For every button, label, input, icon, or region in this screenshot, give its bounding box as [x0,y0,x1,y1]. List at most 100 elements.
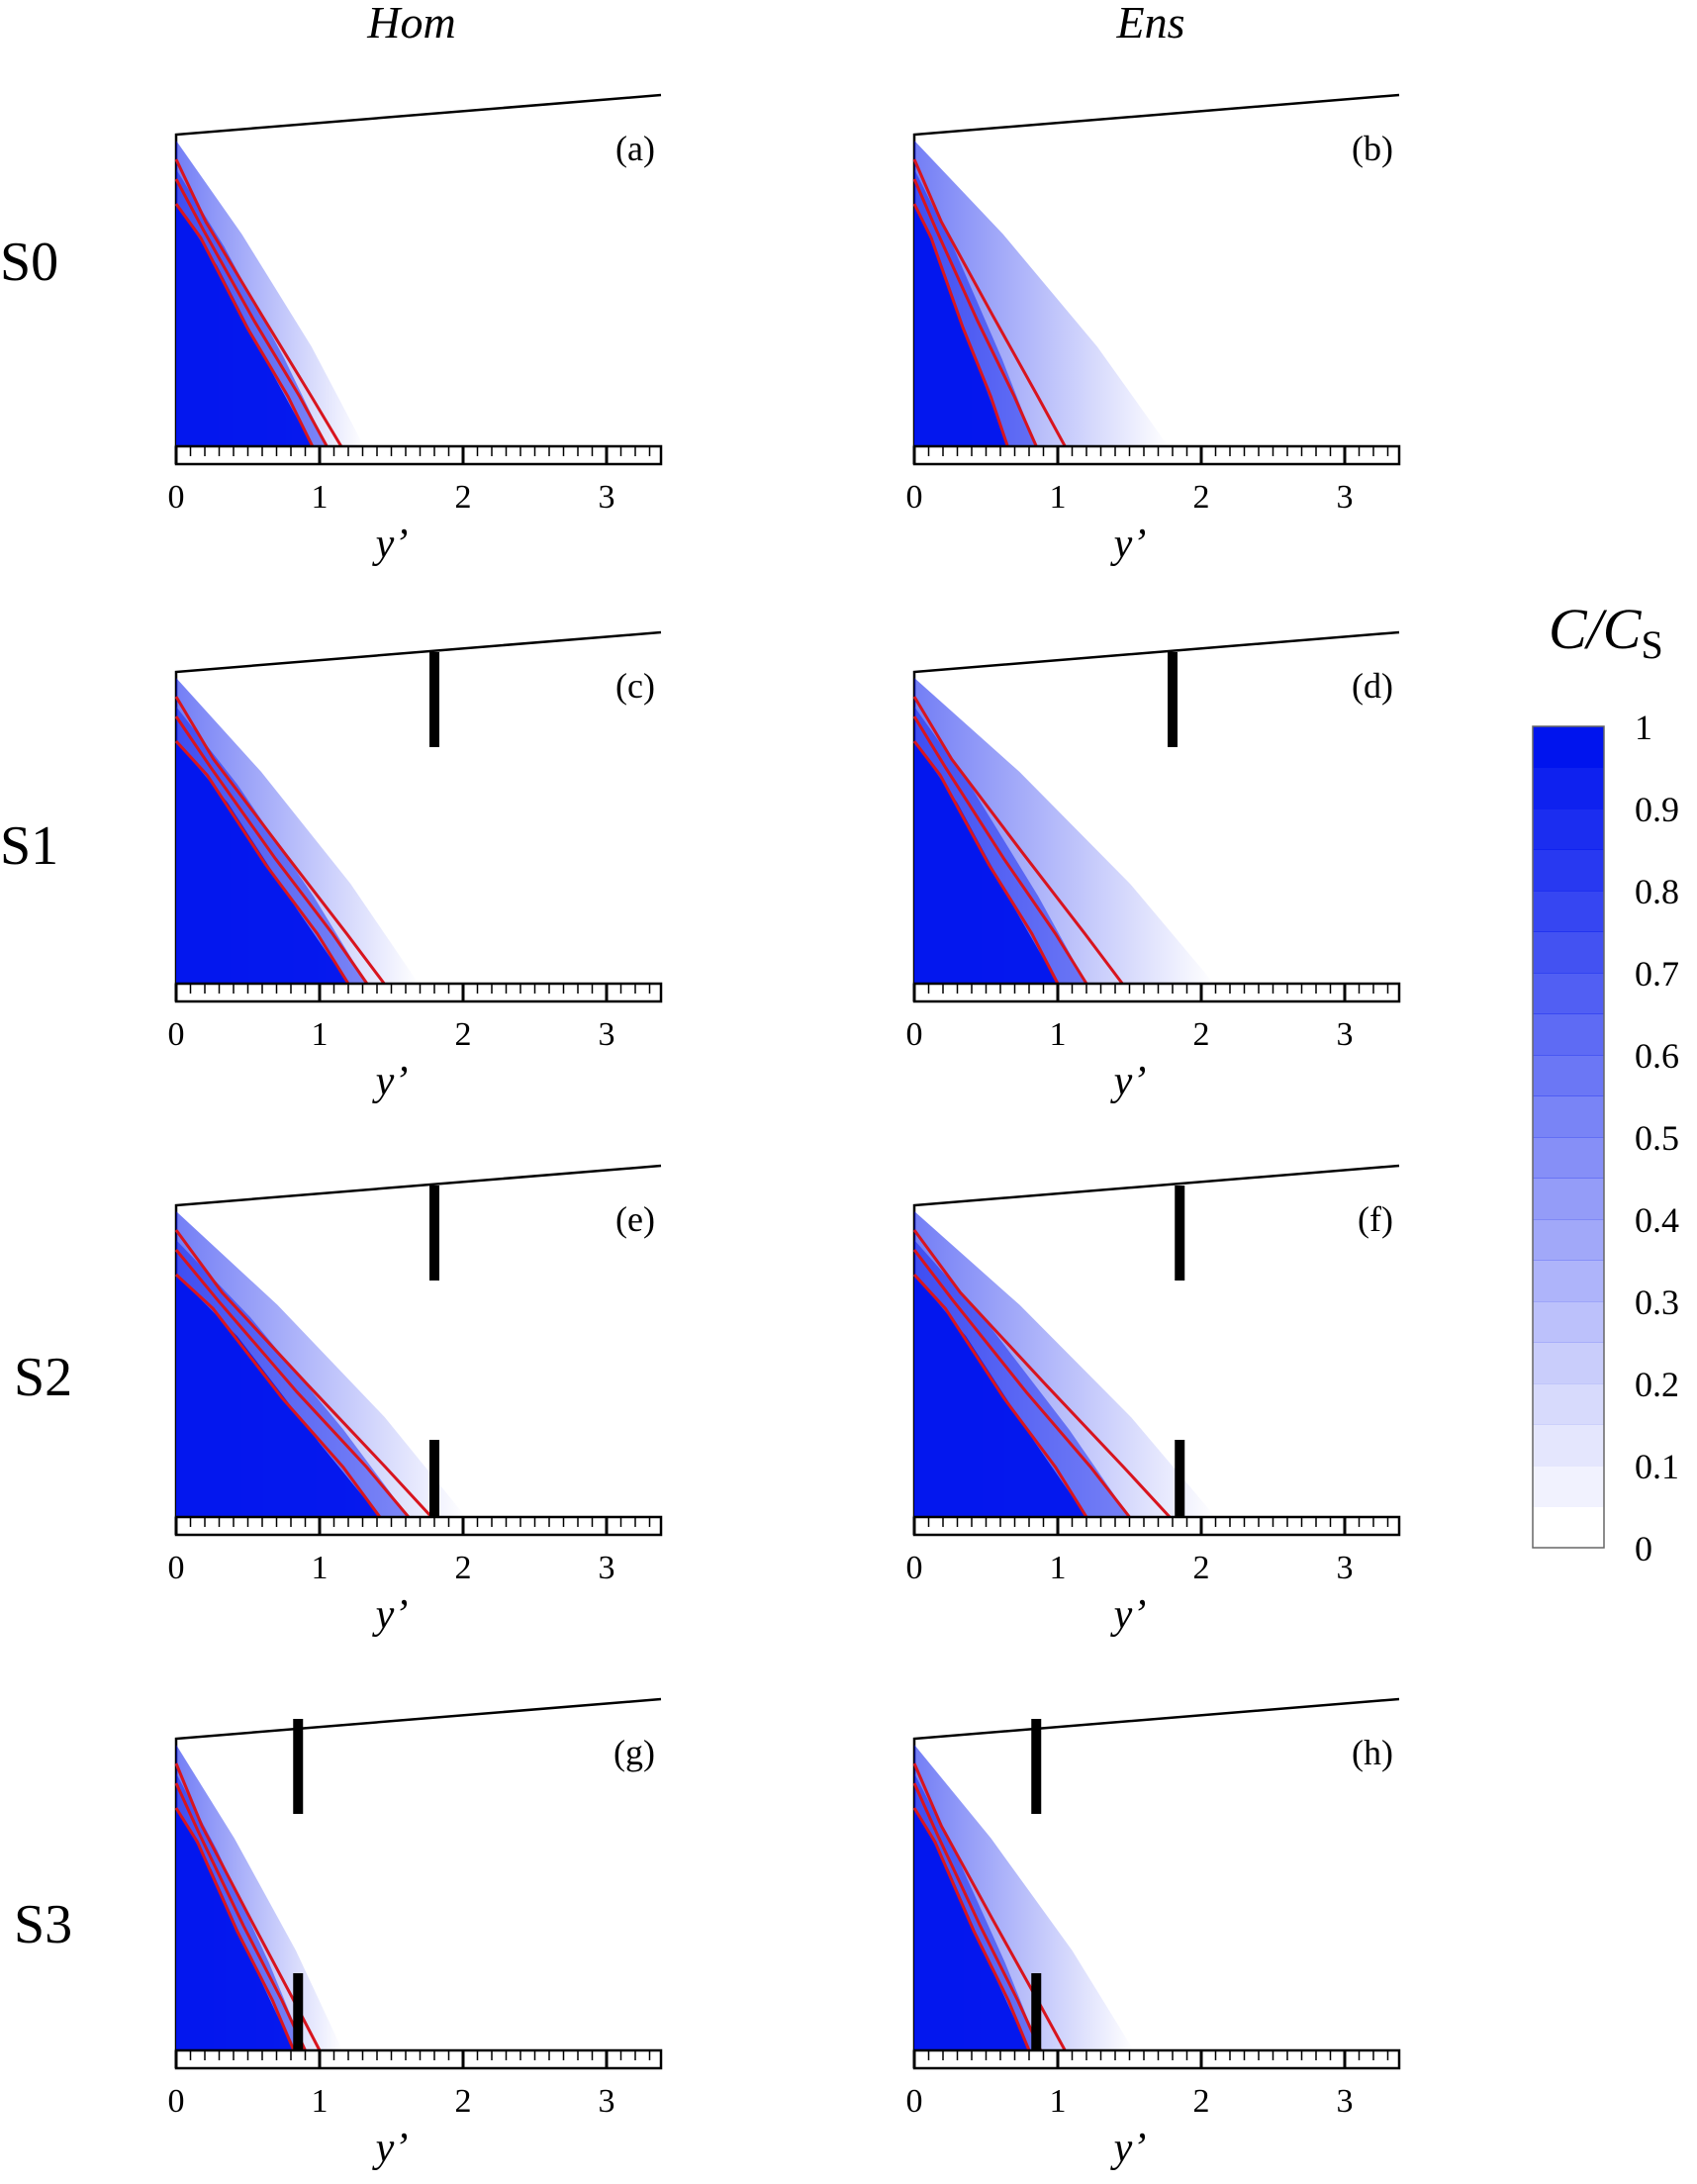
barrier-top [429,1186,439,1281]
x-tick-label: 3 [599,2083,615,2120]
plume-core [176,741,348,984]
contour-line [912,715,1088,985]
x-axis-box [174,1515,663,1537]
x-axis-label: y’ [1110,2126,1147,2171]
x-axis-label: y’ [1110,1592,1147,1638]
contour-line [912,1249,1131,1518]
x-axis-label: y’ [1110,1059,1147,1104]
barrier-top [1168,652,1178,747]
contour-line [912,158,1067,447]
plume-core [914,1275,1086,1517]
x-tick-label: 1 [1050,1550,1067,1586]
colorbar-band [1533,1383,1604,1425]
colorbar-title-main: C/C [1549,597,1643,661]
panel-label: (f) [1358,1199,1393,1239]
x-tick-label: 0 [906,1550,923,1586]
plume-core [176,1275,380,1517]
x-tick-label: 3 [1337,479,1354,516]
barrier-bottom [293,1973,304,2050]
barrier-top [1175,1186,1185,1281]
colorbar-bands [1533,726,1604,1549]
x-axis-label: y’ [1110,522,1147,567]
panel-label: (a) [615,129,655,168]
colorbar-band [1533,891,1604,932]
contour-line [912,1807,1031,2051]
colorbar-title-sub: S [1642,622,1663,667]
contour-line [912,178,1038,447]
colorbar-band [1533,973,1604,1014]
barrier-top [293,1719,304,1814]
row-label-s0: S0 [0,232,58,293]
x-tick-label: 1 [1050,1016,1067,1053]
contour-line [912,1782,1042,2051]
panel-label: (c) [615,666,655,706]
column-title-ens: Ens [1116,0,1185,47]
colorbar-tick-label: 1 [1635,708,1652,747]
contour-line [174,1782,307,2051]
x-tick-label: 2 [455,1550,472,1586]
x-axis-label: y’ [372,2126,409,2171]
colorbar-title: C/CS [1549,597,1663,667]
colorbar-tick-label: 0.8 [1635,872,1679,911]
contour-line [174,1229,433,1519]
x-tick-label: 3 [599,479,615,516]
colorbar-tick-label: 0.2 [1635,1365,1679,1404]
x-tick-label: 0 [168,1016,185,1053]
contour-line [174,203,315,447]
x-tick-label: 2 [1193,1550,1210,1586]
colorbar-band [1533,1507,1604,1549]
contour-line [174,178,329,447]
panel-f: 0 1 2 3 y’ (f) [906,1164,1401,1638]
column-title-hom: Hom [366,0,455,47]
colorbar-band [1533,1466,1604,1507]
colorbar-tick-label: 0.4 [1635,1200,1679,1240]
x-tick-label: 3 [1337,2083,1354,2120]
contour-line [174,739,350,985]
x-tick-label: 2 [455,479,472,516]
x-axis-box [912,2048,1401,2070]
x-tick-label: 3 [1337,1016,1354,1053]
colorbar-band [1533,1137,1604,1179]
x-tick-label: 1 [312,479,329,516]
x-tick-label: 1 [312,1550,329,1586]
x-tick-label: 2 [1193,1016,1210,1053]
x-axis-box [912,444,1401,466]
x-tick-label: 0 [906,2083,923,2120]
x-tick-label: 1 [1050,479,1067,516]
panel-b: 0 1 2 3 y’ (b) [906,93,1401,567]
colorbar: C/CS 1 0.9 0.8 0.7 0.6 0.5 0.4 0.3 0.2 0.1 0 [1532,597,1679,1568]
contour-line [174,1273,382,1518]
x-tick-label: 0 [906,1016,923,1053]
colorbar-tick-label: 0.5 [1635,1118,1679,1158]
panel-label: (g) [613,1733,655,1772]
contour-line [174,158,343,447]
contour-line [174,1807,296,2051]
barrier-top [429,652,439,747]
x-axis-box [912,1515,1401,1537]
x-tick-label: 2 [455,2083,472,2120]
x-tick-label: 3 [599,1550,615,1586]
contour-line [174,696,386,985]
colorbar-band [1533,1219,1604,1261]
colorbar-tick-label: 0.1 [1635,1447,1679,1486]
row-label-s1: S1 [0,815,58,877]
barrier-bottom [429,1440,439,1517]
colorbar-tick-label: 0.3 [1635,1282,1679,1322]
panel-c: 0 1 2 3 y’ (c) [168,630,663,1104]
contour-line [912,1273,1088,1518]
x-axis-label: y’ [372,522,409,567]
colorbar-band [1533,1013,1604,1056]
contour-line [912,696,1124,985]
colorbar-frame [1532,725,1605,1549]
x-tick-label: 2 [1193,2083,1210,2120]
panel-a: 0 1 2 3 y’ (a) [168,93,663,567]
barrier-bottom [1175,1440,1185,1517]
colorbar-band [1533,931,1604,974]
x-tick-label: 0 [906,479,923,516]
colorbar-band [1533,1095,1604,1138]
x-axis-box [174,982,663,1003]
x-tick-label: 1 [312,1016,329,1053]
colorbar-band [1533,1178,1604,1220]
x-tick-label: 0 [168,1550,185,1586]
